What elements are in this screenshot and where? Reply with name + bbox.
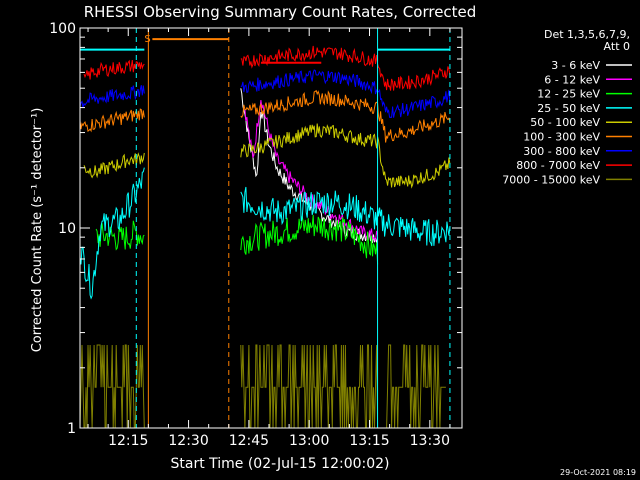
legend-entry-label: 800 - 7000 keV xyxy=(516,159,600,172)
legend-entry-label: 7000 - 15000 keV xyxy=(502,173,600,186)
series-50-100keV-line xyxy=(83,123,451,189)
legend-entry-label: 25 - 50 keV xyxy=(537,102,600,115)
series-path xyxy=(240,186,451,247)
series-path xyxy=(83,152,145,179)
series-12-25keV-line xyxy=(95,214,379,265)
x-tick-label: 12:30 xyxy=(168,433,208,449)
legend-entry-label: 12 - 25 keV xyxy=(537,88,600,101)
markers-layer: S xyxy=(80,28,451,428)
x-tick-label: 13:00 xyxy=(289,433,329,449)
axes-layer: 12:15 12:30 12:45 13:00 13:15 13:30 1 10 100 xyxy=(49,21,462,449)
series-25-50keV-line xyxy=(79,167,451,300)
series-100-300keV-line xyxy=(79,89,451,143)
chart-title: RHESSI Observing Summary Count Rates, Co… xyxy=(84,3,477,21)
series-800-7000keV-line xyxy=(83,45,451,91)
x-tick-label: 13:30 xyxy=(410,433,450,449)
x-axis-label: Start Time (02-Jul-15 12:00:02) xyxy=(170,456,389,472)
series-path xyxy=(79,85,145,108)
timestamp: 29-Oct-2021 08:19 xyxy=(560,468,636,477)
legend-entry-label: 3 - 6 keV xyxy=(551,59,600,72)
series-path xyxy=(240,89,451,143)
legend-entry-label: 50 - 100 keV xyxy=(530,116,600,129)
series-path xyxy=(240,69,451,118)
x-tick-label: 12:45 xyxy=(229,433,269,449)
series-path xyxy=(240,123,451,189)
series-path xyxy=(95,220,145,251)
legend-header: Det 1,3,5,6,7,9, xyxy=(544,28,630,41)
x-tick-label: 13:15 xyxy=(349,433,389,449)
y-axis-label: Corrected Count Rate (s⁻¹ detector⁻¹) xyxy=(30,108,45,353)
series-path xyxy=(83,59,145,80)
series-path xyxy=(79,167,145,300)
legend-entry-label: 100 - 300 keV xyxy=(523,131,600,144)
legend-entry-label: 300 - 800 keV xyxy=(523,145,600,158)
y-tick-label: 100 xyxy=(49,21,76,37)
annotation-label: S xyxy=(144,34,150,45)
y-tick-label: 10 xyxy=(58,221,76,237)
x-tick-label: 12:15 xyxy=(108,433,148,449)
series-path xyxy=(240,214,379,265)
series-300-800keV-line xyxy=(79,69,451,118)
series-path xyxy=(240,45,451,91)
series-path xyxy=(79,108,145,133)
y-tick-label: 1 xyxy=(67,421,76,437)
series-path xyxy=(79,344,145,429)
legend-entry-label: 6 - 12 keV xyxy=(544,73,600,86)
legend-header: Att 0 xyxy=(604,40,630,53)
